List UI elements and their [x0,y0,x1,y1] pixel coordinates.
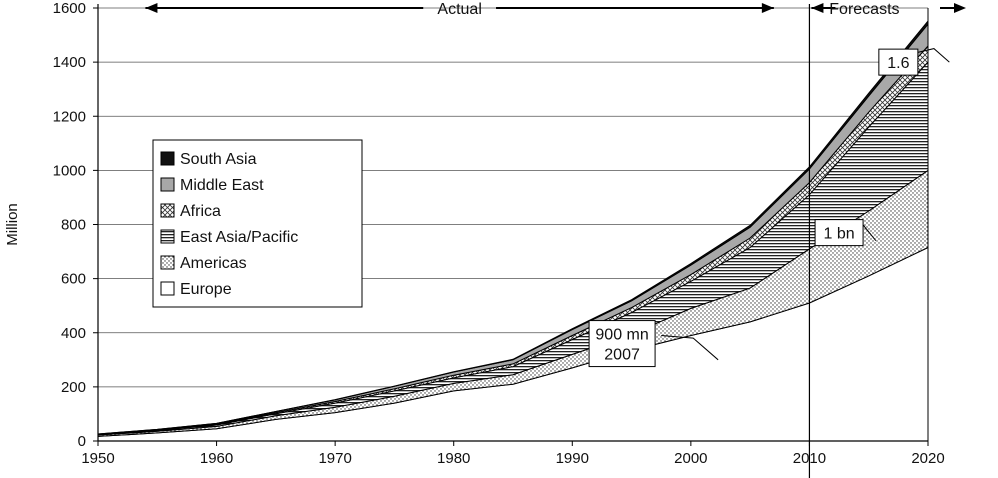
legend-label-south-asia: South Asia [180,151,257,168]
x-tick-label-1980: 1980 [437,450,470,467]
y-tick-label-600: 600 [61,271,86,288]
legend-label-middle-east: Middle East [180,177,264,194]
legend-label-africa: Africa [180,203,221,220]
x-axis-ticks: 1950 1960 1970 1980 1990 2000 2010 2020 [81,441,945,467]
y-axis-ticks: 0 200 400 600 800 1000 1200 1400 1600 [53,0,98,450]
forecasts-arrow-label: Forecasts [829,1,899,18]
actual-arrow-right-head [761,3,774,13]
callout-1-bn-box [814,219,864,247]
actual-arrow-left-head [145,3,158,13]
y-tick-label-1000: 1000 [53,162,86,179]
legend-label-europe: Europe [180,281,232,298]
legend-swatch-south-asia [160,151,175,166]
annotations: Actual Forecasts 1.6 1 bn 900 mn 2007 [145,1,966,368]
axes [97,4,929,478]
y-tick-label-400: 400 [61,325,86,342]
legend-label-americas: Americas [180,255,247,272]
legend-swatch-east-asia-pacific [160,229,175,244]
y-tick-label-1200: 1200 [53,108,86,125]
x-tick-label-1960: 1960 [200,450,233,467]
actual-arrow-label: Actual [437,1,481,18]
y-axis-title: Million [4,203,21,246]
callout-1-6: 1.6 [878,48,950,76]
legend-label-east-asia-pacific: East Asia/Pacific [180,229,298,246]
x-tick-label-1990: 1990 [556,450,589,467]
legend-swatch-africa [160,203,175,218]
callout-900-mn-box [588,320,656,368]
y-tick-label-1600: 1600 [53,0,86,17]
x-tick-label-1950: 1950 [81,450,114,467]
callout-900-mn: 900 mn 2007 [588,320,719,368]
callout-1-6-box [878,48,919,76]
legend-swatch-americas [160,255,175,270]
callout-1-bn: 1 bn [814,219,877,247]
callout-900-mn-leader [661,334,719,361]
y-tick-label-0: 0 [78,433,86,450]
forecasts-arrow-right-head [954,3,966,13]
legend-swatch-middle-east [160,177,175,192]
legend-box [152,139,363,308]
y-tick-label-800: 800 [61,217,86,234]
x-tick-label-2000: 2000 [674,450,707,467]
x-tick-label-1970: 1970 [318,450,351,467]
legend: South Asia Middle East Africa East Asia/Pac… [152,139,363,308]
callout-900-mn-text: 900 mn [595,327,648,344]
callout-1-6-text: 1.6 [887,55,909,72]
x-tick-label-2010: 2010 [793,450,826,467]
x-tick-label-2020: 2020 [911,450,944,467]
callout-1-bn-text: 1 bn [824,226,855,243]
callout-900-mn-text: 2007 [604,347,640,364]
forecasts-arrow-left-head [811,3,824,13]
y-tick-label-1400: 1400 [53,54,86,71]
y-tick-label-200: 200 [61,379,86,396]
legend-swatch-europe [160,281,175,296]
